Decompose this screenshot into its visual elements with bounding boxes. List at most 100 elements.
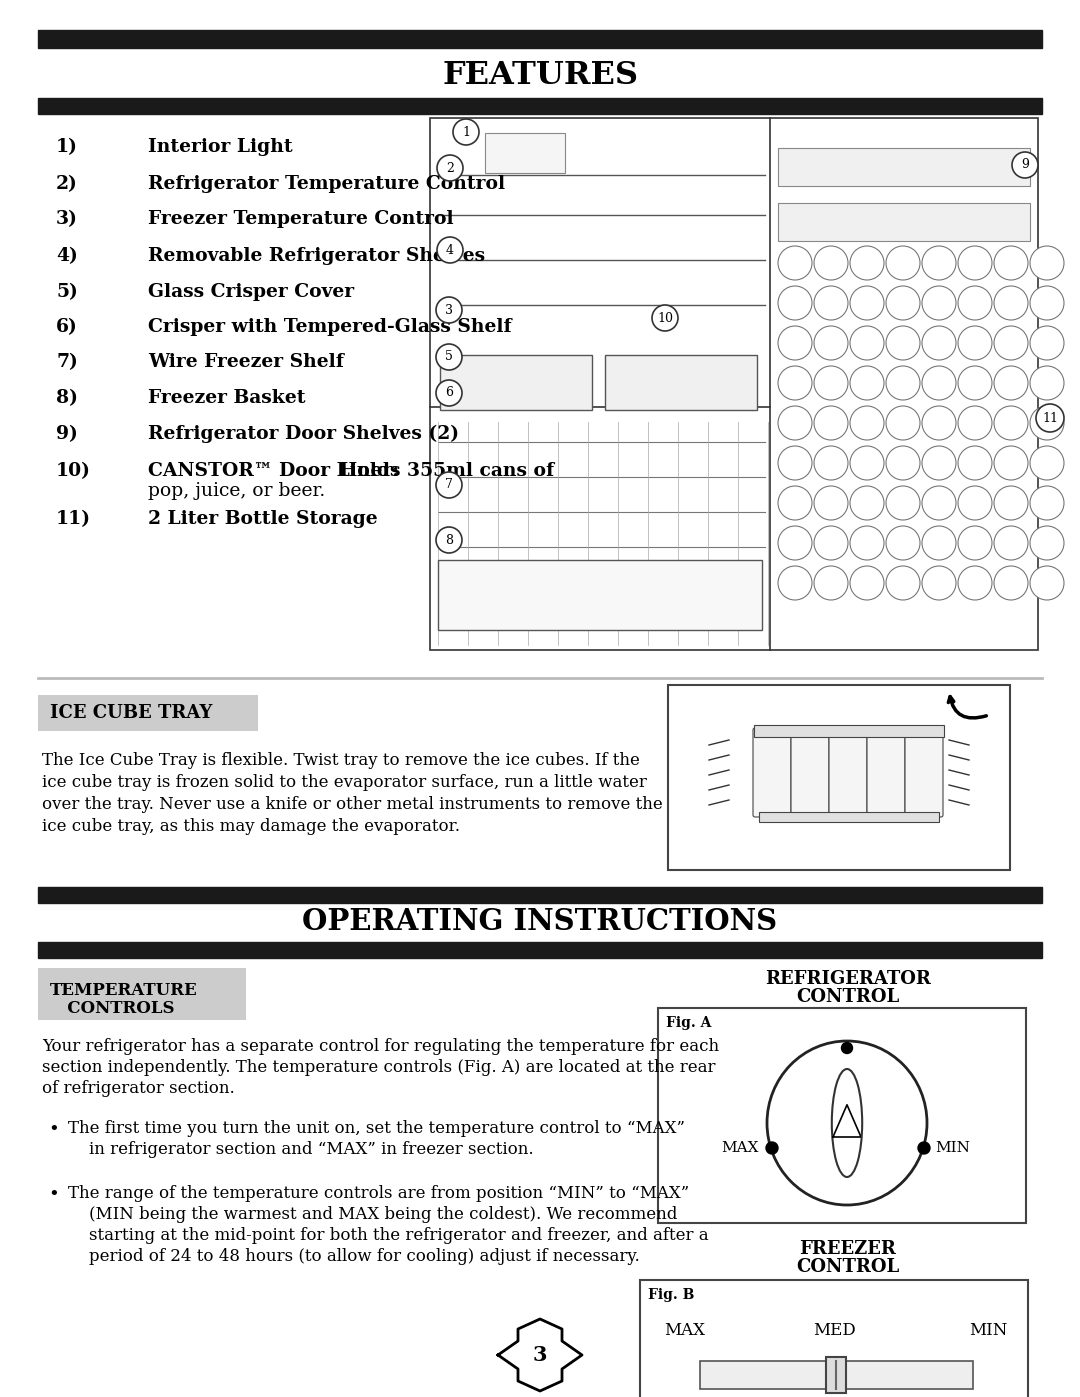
Text: OPERATING INSTRUCTIONS: OPERATING INSTRUCTIONS (302, 908, 778, 936)
Bar (430, 117, 1038, 650)
Circle shape (814, 446, 848, 481)
Circle shape (778, 326, 812, 360)
Circle shape (886, 286, 920, 320)
Text: Freezer Temperature Control: Freezer Temperature Control (148, 210, 454, 228)
Circle shape (994, 446, 1028, 481)
Text: The Ice Cube Tray is flexible. Twist tray to remove the ice cubes. If the: The Ice Cube Tray is flexible. Twist tra… (42, 752, 639, 768)
Circle shape (1030, 366, 1064, 400)
Text: 10): 10) (56, 462, 91, 481)
FancyBboxPatch shape (829, 728, 867, 817)
Text: section independently. The temperature controls (Fig. A) are located at the rear: section independently. The temperature c… (42, 1059, 715, 1076)
Text: MAX: MAX (664, 1322, 705, 1338)
Circle shape (436, 298, 462, 323)
Ellipse shape (832, 1069, 862, 1178)
Circle shape (958, 566, 993, 599)
Circle shape (1030, 527, 1064, 560)
Circle shape (850, 246, 885, 279)
Text: 8: 8 (445, 534, 453, 546)
Text: starting at the mid-point for both the refrigerator and freezer, and after a: starting at the mid-point for both the r… (68, 1227, 708, 1243)
Text: in refrigerator section and “MAX” in freezer section.: in refrigerator section and “MAX” in fre… (68, 1141, 534, 1158)
Text: 11: 11 (1042, 412, 1058, 425)
Text: Fig. B: Fig. B (648, 1288, 694, 1302)
Bar (38, 29, 1042, 47)
Circle shape (1012, 152, 1038, 177)
Circle shape (778, 446, 812, 481)
Circle shape (958, 407, 993, 440)
Circle shape (1036, 404, 1064, 432)
Circle shape (922, 326, 956, 360)
Ellipse shape (767, 1041, 927, 1206)
Circle shape (958, 246, 993, 279)
Text: ICE CUBE TRAY: ICE CUBE TRAY (50, 704, 213, 722)
Text: •: • (48, 1185, 58, 1203)
Circle shape (958, 286, 993, 320)
Text: 7): 7) (56, 353, 78, 372)
Text: (MIN being the warmest and MAX being the coldest). We recommend: (MIN being the warmest and MAX being the… (68, 1206, 677, 1222)
Circle shape (850, 407, 885, 440)
Circle shape (994, 366, 1028, 400)
Text: MIN: MIN (969, 1322, 1008, 1338)
Circle shape (922, 246, 956, 279)
Text: 2): 2) (56, 175, 78, 193)
Circle shape (841, 1042, 852, 1053)
Text: 5): 5) (56, 284, 78, 300)
Text: •: • (48, 1120, 58, 1139)
Circle shape (814, 486, 848, 520)
Text: 4: 4 (446, 243, 454, 257)
Text: 2: 2 (446, 162, 454, 175)
Bar (38, 887, 1042, 902)
Circle shape (958, 527, 993, 560)
Circle shape (958, 446, 993, 481)
Text: 3): 3) (56, 210, 78, 228)
Circle shape (886, 527, 920, 560)
Circle shape (922, 486, 956, 520)
Circle shape (436, 527, 462, 553)
Text: Freezer Basket: Freezer Basket (148, 388, 306, 407)
Circle shape (778, 366, 812, 400)
Circle shape (886, 407, 920, 440)
Circle shape (850, 527, 885, 560)
Circle shape (814, 246, 848, 279)
Text: MAX: MAX (721, 1141, 759, 1155)
Text: Refrigerator Temperature Control: Refrigerator Temperature Control (148, 175, 505, 193)
Circle shape (437, 237, 463, 263)
Text: 7: 7 (445, 479, 453, 492)
FancyBboxPatch shape (753, 728, 791, 817)
Text: pop, juice, or beer.: pop, juice, or beer. (148, 482, 325, 500)
Bar (759, 812, 939, 821)
Circle shape (652, 305, 678, 331)
Circle shape (1030, 486, 1064, 520)
Circle shape (814, 527, 848, 560)
Circle shape (994, 566, 1028, 599)
Text: over the tray. Never use a knife or other metal instruments to remove the: over the tray. Never use a knife or othe… (42, 796, 663, 813)
Bar (38, 98, 1042, 115)
Text: CANSTOR™ Door Liner:: CANSTOR™ Door Liner: (148, 462, 400, 481)
Circle shape (958, 326, 993, 360)
Circle shape (922, 527, 956, 560)
Text: 6: 6 (445, 387, 453, 400)
Circle shape (994, 486, 1028, 520)
Circle shape (814, 566, 848, 599)
Circle shape (886, 446, 920, 481)
Text: FEATURES: FEATURES (442, 60, 638, 91)
Circle shape (922, 446, 956, 481)
FancyBboxPatch shape (905, 728, 943, 817)
Text: 9): 9) (56, 425, 78, 443)
Bar (778, 148, 1030, 186)
Text: Your refrigerator has a separate control for regulating the temperature for each: Your refrigerator has a separate control… (42, 1038, 719, 1055)
Circle shape (778, 486, 812, 520)
Text: ice cube tray, as this may damage the evaporator.: ice cube tray, as this may damage the ev… (42, 819, 460, 835)
Text: The range of the temperature controls are from position “MIN” to “MAX”: The range of the temperature controls ar… (68, 1185, 689, 1201)
Bar (38, 968, 246, 1020)
Circle shape (778, 527, 812, 560)
Bar (38, 942, 1042, 958)
Circle shape (994, 527, 1028, 560)
Bar (438, 560, 762, 630)
Circle shape (1030, 326, 1064, 360)
Circle shape (778, 407, 812, 440)
Circle shape (437, 155, 463, 182)
Text: 5: 5 (445, 351, 453, 363)
Circle shape (918, 1141, 930, 1154)
Bar (658, 1009, 1026, 1222)
Circle shape (453, 119, 480, 145)
